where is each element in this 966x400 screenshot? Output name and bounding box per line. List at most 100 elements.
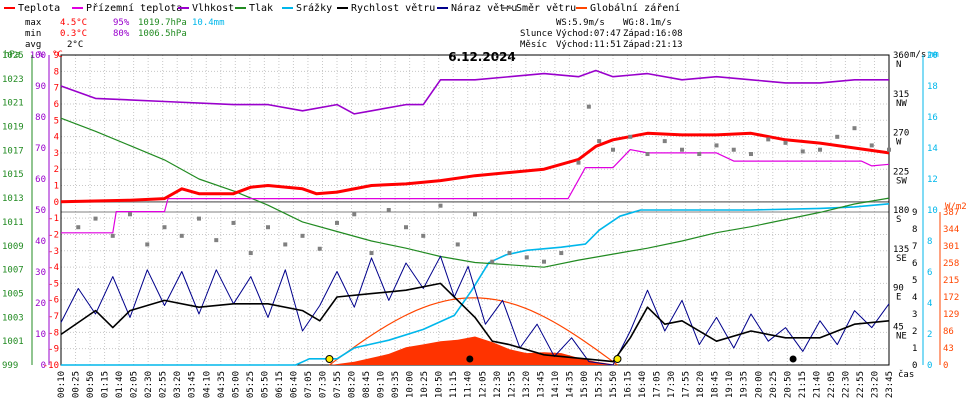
wind-dir-point (369, 251, 374, 256)
degc-tick: 3 (54, 149, 59, 159)
x-tick-label: 14:35 (565, 371, 575, 398)
hpa-tick: 1015 (2, 170, 24, 180)
pct-tick: 60 (35, 175, 46, 185)
sunrise: Východ:07:47 (556, 29, 621, 39)
wm2-tick: 301 (943, 242, 959, 252)
x-tick-label: 02:05 (130, 371, 140, 398)
sunset-marker (613, 355, 622, 363)
wind-dir-point (662, 139, 667, 144)
stats-header: max 4.5°C 95% 1019.7hPa 10.4mm min 0.3°C 80% 100… (25, 18, 683, 64)
wind-dir-point (645, 152, 650, 157)
wm2-tick: 86 (943, 327, 954, 337)
wind-dir-point (128, 212, 132, 217)
hpa-tick: 1001 (2, 337, 24, 347)
legend-swatch (437, 7, 448, 9)
mm-tick: 0 (927, 361, 932, 371)
hpa-tick: 1021 (2, 99, 24, 109)
moonset: Západ:21:13 (623, 40, 683, 50)
ms-tick: 6 (912, 259, 917, 269)
wind-dir-point (214, 238, 219, 243)
pct-tick: 20 (35, 299, 46, 309)
wind-dir-point (162, 225, 167, 230)
wind-dir-point (266, 225, 270, 230)
dir-tick: 135 (893, 245, 909, 255)
legend-label: Globální záření (590, 2, 680, 14)
dir-compass: SE (896, 254, 907, 264)
hpa-tick: 1025 (2, 51, 24, 61)
x-tick-label: 04:35 (217, 371, 227, 398)
wm2-tick: 215 (943, 276, 959, 286)
wind-dir-point (473, 212, 477, 217)
wind-dir-point (386, 208, 391, 212)
mm-tick: 20 (927, 51, 938, 61)
legend-swatch (282, 7, 293, 9)
x-tick-label: 03:20 (173, 371, 183, 398)
degc-tick: 5 (54, 116, 59, 126)
hpa-tick: 1017 (2, 146, 24, 156)
hpa-tick: 1013 (2, 194, 24, 204)
x-tick-label: 10:50 (435, 371, 445, 398)
degc-tick: -10 (43, 361, 59, 371)
wm2-tick: 258 (943, 259, 959, 269)
stat-value: min (25, 29, 41, 39)
wind-dir-point (455, 242, 460, 247)
x-tick-label: 13:20 (522, 371, 532, 398)
stat-value: 10.4mm (192, 18, 225, 28)
mm-tick: 8 (927, 237, 932, 247)
wind-dir-point (438, 203, 443, 208)
x-tick-label: 23:45 (885, 371, 895, 398)
x-tick-label: 10:25 (420, 371, 430, 398)
x-tick-label: 12:05 (478, 371, 488, 398)
mm-tick: 16 (927, 113, 938, 123)
temperature-line (60, 131, 890, 204)
wind-speed-stat: WS:5.9m/s (556, 18, 605, 28)
mm-tick: 12 (927, 175, 938, 185)
hpa-tick: 1009 (2, 242, 24, 252)
x-tick-label: 05:50 (260, 371, 270, 398)
wind-dir-point (887, 147, 891, 152)
x-tick-label: 21:15 (798, 371, 808, 398)
dir-compass: S (896, 215, 901, 225)
x-tick-label: 06:15 (275, 371, 285, 398)
degc-unit: °C (52, 50, 63, 60)
dir-tick: 360 (893, 51, 909, 61)
x-tick-label: 20:25 (769, 371, 779, 398)
dir-tick: 180 (893, 206, 909, 216)
dir-compass: NE (896, 331, 907, 341)
stat-value: max (25, 18, 42, 28)
dir-compass: SW (896, 176, 907, 186)
mm-tick: 18 (927, 82, 938, 92)
gust-line (60, 255, 890, 366)
moon-label: Měsíc (520, 40, 547, 50)
wm2-tick: 344 (943, 225, 959, 235)
dir-tick: 225 (893, 167, 909, 177)
plot-area (60, 69, 891, 366)
precip-line (61, 203, 890, 366)
stat-value: 1019.7hPa (138, 18, 187, 28)
x-tick-label: 07:30 (318, 371, 328, 398)
wind-dir-point (542, 259, 546, 264)
mm-tick: 6 (927, 268, 932, 278)
dir-tick: 45 (893, 322, 904, 332)
mm-tick: 4 (927, 299, 932, 309)
axes: 00:10 00:25 00:50 01:15 01:40 02:05 02:30 02:55… (2, 50, 966, 398)
time-unit: čas (898, 369, 914, 380)
legend-swatch (576, 7, 587, 9)
ms-tick: 1 (912, 344, 917, 354)
mm-unit: mm (928, 50, 939, 60)
x-tick-label: 05:00 (231, 371, 241, 398)
wm2-tick: 0 (943, 361, 948, 371)
wind-dir-point (76, 225, 81, 230)
wm2-tick: 387 (943, 208, 959, 218)
dir-tick: 270 (893, 129, 909, 139)
x-tick-label: 01:15 (101, 371, 111, 398)
wind-dir-point (869, 143, 874, 148)
humidity-line (60, 69, 889, 115)
legend-swatch (337, 7, 348, 9)
degc-tick: 6 (54, 100, 59, 110)
ms-tick: 7 (912, 242, 917, 252)
legend-label: Teplota (18, 3, 60, 14)
wind-dir-point (283, 242, 288, 247)
x-tick-label: 14:10 (551, 371, 561, 398)
